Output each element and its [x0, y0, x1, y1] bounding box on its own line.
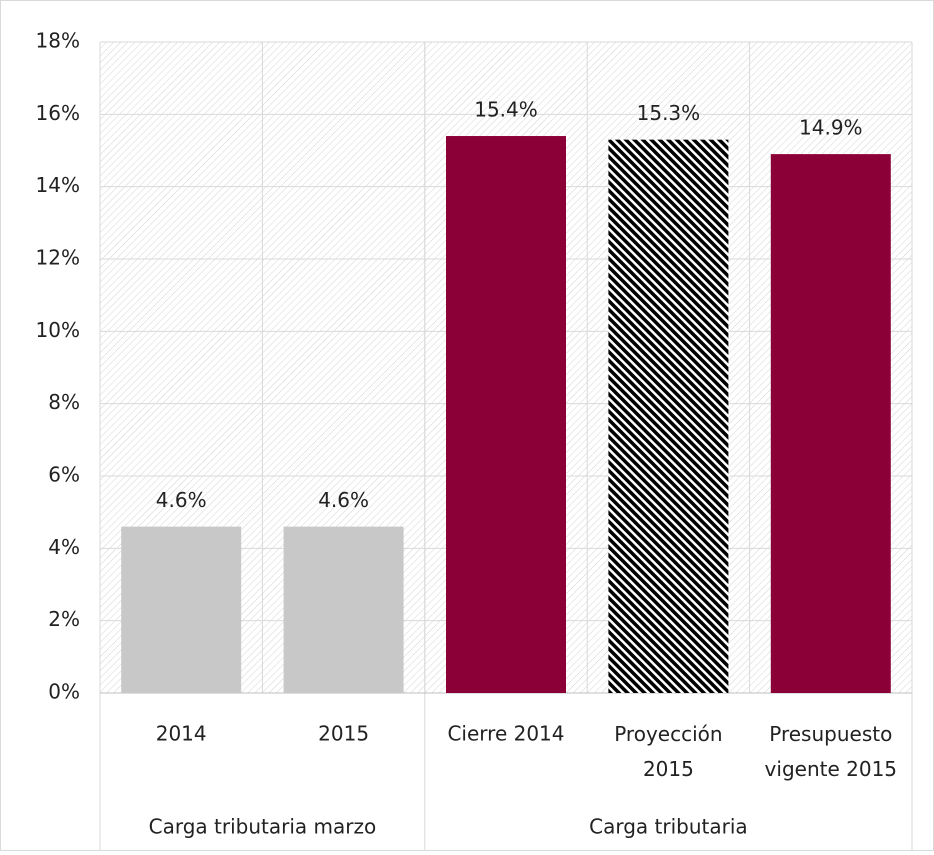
data-label: 4.6%	[156, 488, 207, 512]
y-tick-label: 4%	[48, 535, 80, 559]
y-tick-label: 0%	[48, 680, 80, 704]
y-tick-label: 16%	[36, 101, 80, 125]
y-tick-label: 2%	[48, 607, 80, 631]
bar	[608, 139, 729, 693]
y-tick-label: 6%	[48, 463, 80, 487]
bar	[770, 154, 891, 693]
x-tick-label: Cierre 2014	[447, 722, 564, 746]
bar	[121, 526, 242, 693]
bar	[446, 136, 566, 694]
x-tick-label: 2014	[156, 722, 207, 746]
data-label: 15.4%	[474, 98, 538, 122]
x-tick-label: Presupuesto vigente 2015	[765, 722, 897, 781]
x-tick-label: 2015	[318, 722, 369, 746]
group-label: Carga tributaria	[589, 815, 748, 839]
data-label: 15.3%	[637, 101, 701, 125]
bar	[283, 526, 404, 693]
x-tick-label: Proyección 2015	[614, 722, 722, 781]
group-label: Carga tributaria marzo	[149, 815, 377, 839]
data-label: 14.9%	[799, 116, 863, 140]
y-tick-label: 10%	[36, 318, 80, 342]
y-tick-label: 18%	[36, 29, 80, 53]
y-tick-label: 14%	[36, 173, 80, 197]
data-label: 4.6%	[318, 488, 369, 512]
y-tick-label: 8%	[48, 390, 80, 414]
y-tick-label: 12%	[36, 246, 80, 270]
